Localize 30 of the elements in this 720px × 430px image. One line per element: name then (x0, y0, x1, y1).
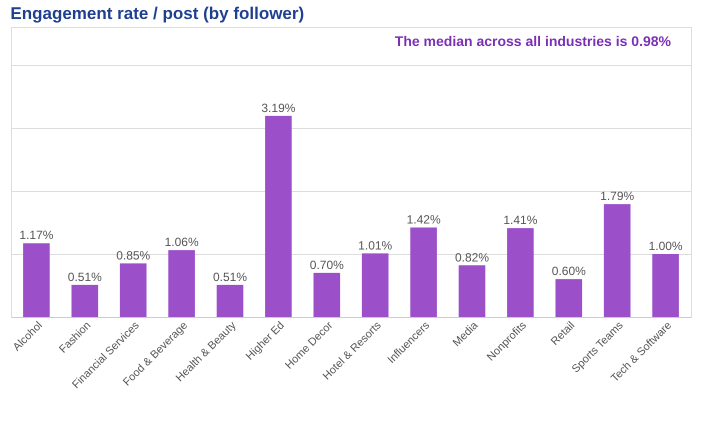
chart-title: Engagement rate / post (by follower) (10, 4, 304, 23)
bar (72, 284, 98, 317)
bar (265, 116, 292, 317)
data-label: 1.06% (164, 235, 199, 250)
data-label: 0.51% (212, 270, 248, 284)
data-label: 1.41% (503, 213, 538, 228)
data-label: 1.00% (648, 238, 683, 253)
bar (216, 284, 244, 317)
bar (410, 227, 437, 317)
data-label: 3.19% (261, 100, 296, 115)
data-label: 1.42% (406, 212, 441, 226)
bar (652, 254, 679, 317)
data-label: 1.01% (358, 238, 393, 252)
bar (507, 228, 534, 317)
data-label: 0.51% (68, 270, 102, 284)
bar (604, 204, 630, 317)
data-label: 0.82% (454, 250, 490, 264)
data-label: 0.60% (552, 264, 586, 278)
bar (362, 253, 389, 317)
bar (313, 272, 340, 317)
data-label: 1.17% (19, 228, 54, 242)
bar (23, 243, 50, 317)
bar (458, 265, 486, 317)
bar (120, 263, 147, 317)
bar (555, 279, 582, 317)
annotation: The median across all industries is 0.98% (394, 33, 672, 49)
data-label: 1.79% (600, 189, 635, 204)
data-label: 0.70% (310, 258, 344, 272)
bar (168, 250, 195, 317)
data-label: 0.85% (116, 248, 151, 262)
